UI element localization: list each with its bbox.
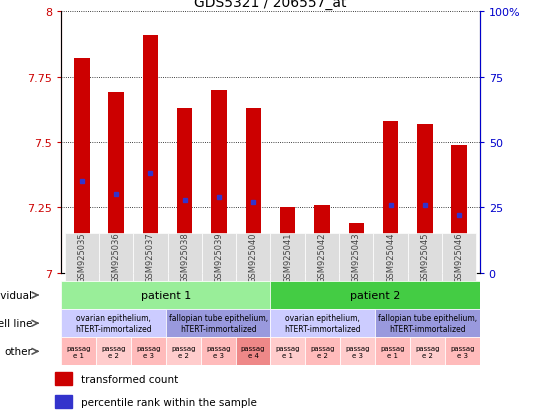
Text: GSM925035: GSM925035 <box>77 232 86 283</box>
Bar <box>108 93 124 273</box>
Bar <box>280 208 295 273</box>
Bar <box>212 90 227 273</box>
Bar <box>246 109 261 273</box>
Bar <box>201 337 236 366</box>
Bar <box>383 122 398 273</box>
Bar <box>61 309 166 337</box>
Bar <box>166 337 201 366</box>
Text: fallopian tube epithelium,
hTERT-immortalized: fallopian tube epithelium, hTERT-immorta… <box>168 314 268 333</box>
Text: patient 2: patient 2 <box>350 290 400 300</box>
Bar <box>349 223 364 273</box>
Bar <box>374 234 408 281</box>
Text: passag
e 2: passag e 2 <box>171 345 196 358</box>
Bar <box>236 337 270 366</box>
Bar <box>166 309 270 337</box>
Bar <box>270 309 375 337</box>
Text: passag
e 3: passag e 3 <box>206 345 230 358</box>
Bar <box>340 337 375 366</box>
Text: GSM925040: GSM925040 <box>249 232 258 282</box>
Text: GSM925041: GSM925041 <box>283 232 292 282</box>
Bar <box>270 337 305 366</box>
Bar <box>417 124 433 273</box>
Bar <box>202 234 236 281</box>
Bar <box>270 281 480 309</box>
Text: GSM925042: GSM925042 <box>318 232 326 282</box>
Bar <box>61 337 96 366</box>
Bar <box>96 337 131 366</box>
Text: passag
e 2: passag e 2 <box>101 345 126 358</box>
Text: fallopian tube epithelium,
hTERT-immortalized: fallopian tube epithelium, hTERT-immorta… <box>378 314 477 333</box>
Text: ovarian epithelium,
hTERT-immortalized: ovarian epithelium, hTERT-immortalized <box>75 314 152 333</box>
Bar <box>445 337 480 366</box>
Bar <box>408 234 442 281</box>
Text: other: other <box>4 347 33 356</box>
Text: GSM925038: GSM925038 <box>180 232 189 283</box>
Text: passag
e 3: passag e 3 <box>136 345 161 358</box>
Bar <box>55 395 72 408</box>
Text: GSM925037: GSM925037 <box>146 232 155 283</box>
Bar <box>74 59 90 273</box>
Text: passag
e 1: passag e 1 <box>276 345 300 358</box>
Text: passag
e 4: passag e 4 <box>241 345 265 358</box>
Text: GSM925044: GSM925044 <box>386 232 395 282</box>
Bar <box>99 234 133 281</box>
Text: passag
e 1: passag e 1 <box>380 345 405 358</box>
Text: patient 1: patient 1 <box>141 290 191 300</box>
Title: GDS5321 / 206557_at: GDS5321 / 206557_at <box>194 0 347 10</box>
Bar <box>410 337 445 366</box>
Bar <box>314 205 329 273</box>
Bar <box>305 234 339 281</box>
Text: individual: individual <box>0 290 33 300</box>
Text: passag
e 2: passag e 2 <box>415 345 440 358</box>
Text: GSM925043: GSM925043 <box>352 232 361 283</box>
Bar <box>177 109 192 273</box>
Bar <box>375 309 480 337</box>
Bar <box>133 234 167 281</box>
Bar <box>270 234 305 281</box>
Text: cell line: cell line <box>0 318 33 328</box>
Text: passag
e 3: passag e 3 <box>345 345 370 358</box>
Text: GSM925036: GSM925036 <box>112 232 120 283</box>
Bar <box>375 337 410 366</box>
Text: passag
e 2: passag e 2 <box>311 345 335 358</box>
Text: passag
e 1: passag e 1 <box>67 345 91 358</box>
Bar <box>451 145 467 273</box>
Bar <box>64 234 99 281</box>
Text: GSM925039: GSM925039 <box>215 232 223 283</box>
Bar <box>442 234 477 281</box>
Bar <box>236 234 270 281</box>
Bar <box>143 36 158 273</box>
Bar <box>167 234 202 281</box>
Bar <box>55 372 72 385</box>
Bar <box>61 281 270 309</box>
Text: GSM925045: GSM925045 <box>421 232 429 282</box>
Bar <box>305 337 340 366</box>
Bar <box>339 234 374 281</box>
Text: transformed count: transformed count <box>80 374 178 384</box>
Text: GSM925046: GSM925046 <box>455 232 464 283</box>
Text: ovarian epithelium,
hTERT-immortalized: ovarian epithelium, hTERT-immortalized <box>285 314 361 333</box>
Text: passag
e 3: passag e 3 <box>450 345 474 358</box>
Text: percentile rank within the sample: percentile rank within the sample <box>80 396 256 406</box>
Bar <box>131 337 166 366</box>
